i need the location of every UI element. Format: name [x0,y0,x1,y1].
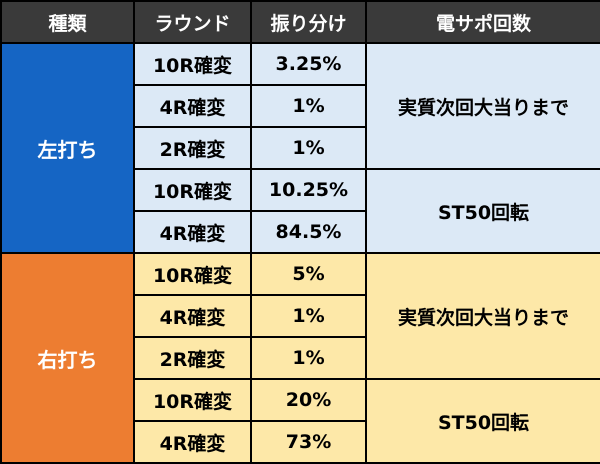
table-row: 10R確変 10.25% ST50回転 [1,168,600,254]
percent-cell: 1% [250,294,367,338]
support-cell: ST50回転 [365,378,600,464]
header-type: 種類 [0,0,135,44]
table-row: 2R確変 1% [1,126,600,170]
table-row: 右打ち 10R確変 5% 実質次回大当りまで [0,252,600,464]
support-cell: 実質次回大当りまで [365,42,600,170]
category-left: 左打ち [0,42,135,254]
table-row: 左打ち 10R確変 3.25% 実質次回大当りまで [0,42,600,254]
percent-cell: 10.25% [250,168,367,212]
percent-cell: 84.5% [250,210,367,254]
round-cell: 2R確変 [133,126,252,170]
percent-cell: 1% [250,126,367,170]
percent-cell: 5% [250,252,367,296]
round-cell: 10R確変 [133,42,252,86]
table-row: 10R確変 20% ST50回転 [1,378,600,464]
header-round: ラウンド [133,0,252,44]
header-distribution: 振り分け [250,0,367,44]
round-cell: 4R確変 [133,210,252,254]
round-cell: 4R確変 [133,420,252,464]
table-row: 4R確変 1% [1,294,600,338]
percent-cell: 3.25% [250,42,367,86]
table-row: 4R確変 84.5% [1,210,600,254]
support-cell: 実質次回大当りまで [365,252,600,380]
header-support: 電サポ回数 [365,0,600,44]
percent-cell: 1% [250,336,367,380]
header-row: 種類 ラウンド 振り分け 電サポ回数 [0,0,600,44]
support-cell: ST50回転 [365,168,600,254]
round-cell: 10R確変 [133,252,252,296]
round-cell: 2R確変 [133,336,252,380]
table-row: 2R確変 1% [1,336,600,380]
round-cell: 10R確変 [133,378,252,422]
round-cell: 4R確変 [133,294,252,338]
category-right: 右打ち [0,252,135,464]
percent-cell: 73% [250,420,367,464]
percent-cell: 20% [250,378,367,422]
round-cell: 10R確変 [133,168,252,212]
round-cell: 4R確変 [133,84,252,128]
percent-cell: 1% [250,84,367,128]
table-row: 4R確変 1% [1,84,600,128]
